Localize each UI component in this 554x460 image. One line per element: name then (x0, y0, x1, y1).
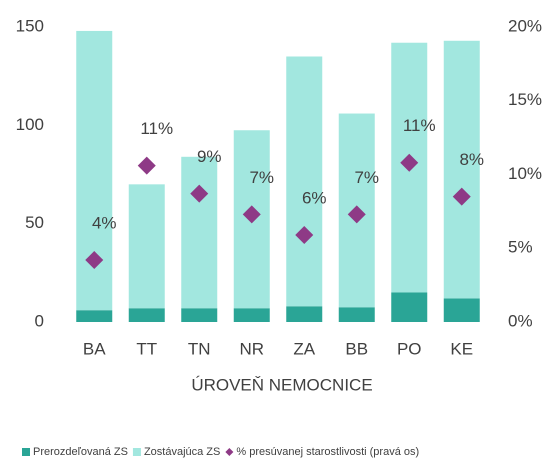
bar-segment (391, 292, 428, 322)
diamond-marker (190, 184, 209, 203)
y2-tick-label: 0% (508, 311, 533, 330)
y2-tick-label: 15% (508, 90, 542, 109)
bar-segment (286, 56, 323, 307)
diamond-marker (452, 187, 471, 206)
data-label: 11% (140, 119, 173, 138)
diamond-marker (137, 156, 156, 175)
diamond-marker (400, 153, 419, 172)
bar-segment (181, 308, 218, 322)
legend-label: % presúvanej starostlivosti (pravá os) (236, 446, 419, 458)
data-label: 4% (92, 214, 117, 233)
x-tick-label: TT (136, 339, 157, 358)
legend-label: Zostávajúca ZS (144, 446, 220, 458)
data-label: 8% (459, 150, 484, 169)
y-tick-label: 0 (35, 311, 44, 330)
y-tick-label: 50 (25, 213, 44, 232)
diamond-marker (85, 251, 104, 270)
legend-swatch (22, 448, 30, 456)
x-tick-label: ZA (293, 339, 315, 358)
bar-segment (443, 40, 480, 299)
y2-tick-label: 10% (508, 164, 542, 183)
bar-segment (76, 310, 113, 322)
diamond-marker (295, 225, 314, 244)
bar-segment (443, 298, 480, 322)
x-tick-label: BB (345, 339, 368, 358)
diamond-marker (242, 205, 261, 224)
x-axis-title: ÚROVEŇ NEMOCNICE (191, 375, 372, 394)
data-label: 11% (403, 116, 436, 135)
y2-tick-label: 20% (508, 16, 542, 35)
data-label: 7% (354, 168, 379, 187)
bar-segment (233, 308, 270, 322)
x-tick-label: KE (450, 339, 473, 358)
data-label: 6% (302, 188, 327, 207)
data-label: 9% (197, 147, 222, 166)
legend-swatch (132, 448, 141, 456)
x-tick-label: TN (188, 339, 211, 358)
y-tick-label: 150 (16, 16, 44, 35)
bar-segment (181, 156, 218, 309)
x-tick-label: PO (397, 339, 422, 358)
legend-label: Prerozdeľovaná ZS (33, 446, 128, 458)
bar-segment (338, 307, 375, 322)
bar-segment (286, 306, 323, 322)
x-tick-label: BA (83, 339, 106, 358)
y2-tick-label: 5% (508, 238, 533, 257)
diamond-marker (347, 205, 366, 224)
legend-swatch (225, 448, 234, 456)
bar-segment (128, 308, 165, 322)
y-tick-label: 100 (16, 115, 44, 134)
data-label: 7% (249, 168, 274, 187)
x-tick-label: NR (239, 339, 264, 358)
bar-segment (128, 184, 165, 309)
